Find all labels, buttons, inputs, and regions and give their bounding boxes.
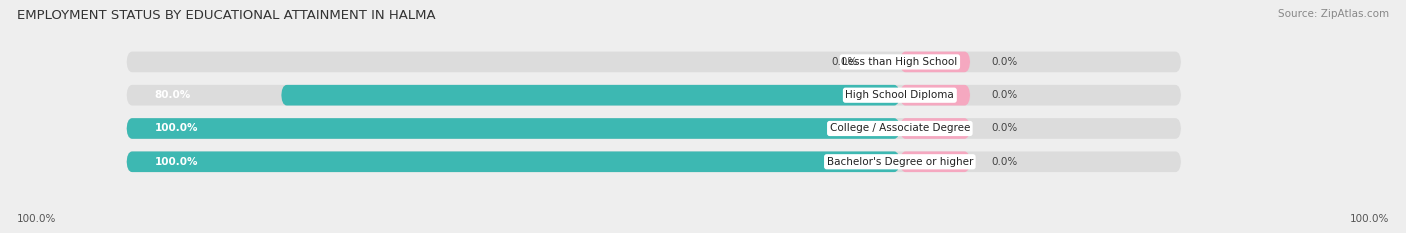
FancyBboxPatch shape [281,85,900,106]
Text: 0.0%: 0.0% [831,57,858,67]
Text: 80.0%: 80.0% [155,90,191,100]
Text: 0.0%: 0.0% [991,90,1018,100]
Text: 100.0%: 100.0% [17,214,56,224]
FancyBboxPatch shape [127,51,1181,72]
Text: Less than High School: Less than High School [842,57,957,67]
FancyBboxPatch shape [127,151,900,172]
FancyBboxPatch shape [127,151,1181,172]
Text: 100.0%: 100.0% [1350,214,1389,224]
Text: High School Diploma: High School Diploma [845,90,955,100]
Text: Bachelor's Degree or higher: Bachelor's Degree or higher [827,157,973,167]
FancyBboxPatch shape [900,151,970,172]
Text: 100.0%: 100.0% [155,157,198,167]
FancyBboxPatch shape [900,85,970,106]
FancyBboxPatch shape [900,51,970,72]
FancyBboxPatch shape [900,118,970,139]
FancyBboxPatch shape [127,118,900,139]
Text: EMPLOYMENT STATUS BY EDUCATIONAL ATTAINMENT IN HALMA: EMPLOYMENT STATUS BY EDUCATIONAL ATTAINM… [17,9,436,22]
Text: 0.0%: 0.0% [991,157,1018,167]
FancyBboxPatch shape [127,118,1181,139]
Text: College / Associate Degree: College / Associate Degree [830,123,970,134]
Text: 0.0%: 0.0% [991,57,1018,67]
Text: 0.0%: 0.0% [991,123,1018,134]
FancyBboxPatch shape [127,85,1181,106]
Text: 100.0%: 100.0% [155,123,198,134]
Text: Source: ZipAtlas.com: Source: ZipAtlas.com [1278,9,1389,19]
